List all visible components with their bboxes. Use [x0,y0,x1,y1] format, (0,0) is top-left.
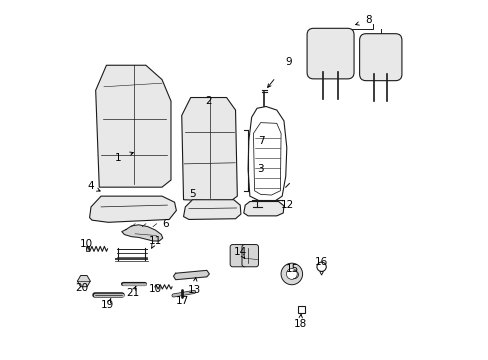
Text: 1: 1 [115,153,122,163]
Polygon shape [96,65,171,187]
Text: 12: 12 [280,200,294,210]
Polygon shape [122,225,163,241]
FancyBboxPatch shape [359,34,401,81]
Text: 17: 17 [176,296,189,306]
FancyBboxPatch shape [230,244,246,267]
Text: 15: 15 [285,264,299,274]
Text: 18: 18 [293,319,306,329]
Bar [297,306,304,314]
Text: 13: 13 [187,285,201,296]
FancyBboxPatch shape [306,28,353,79]
Polygon shape [183,200,241,220]
Text: 5: 5 [189,189,195,199]
Text: 3: 3 [257,164,264,174]
Text: 11: 11 [149,236,162,246]
FancyBboxPatch shape [242,244,258,267]
Circle shape [286,269,297,279]
Bar [86,246,89,251]
Text: 20: 20 [75,283,88,293]
Text: 9: 9 [285,57,291,67]
Circle shape [281,263,302,285]
Polygon shape [182,98,237,202]
Text: 10: 10 [79,239,92,249]
Polygon shape [173,270,209,280]
Polygon shape [77,275,90,287]
Text: 21: 21 [126,288,139,298]
Text: 4: 4 [87,181,93,192]
Text: 6: 6 [162,219,168,229]
Text: 8: 8 [364,15,371,26]
Text: 7: 7 [258,136,264,145]
Polygon shape [244,202,284,216]
Text: 16: 16 [314,257,327,267]
Text: 2: 2 [205,96,211,106]
Text: 14: 14 [233,247,246,257]
Text: 10: 10 [149,284,162,294]
Polygon shape [89,196,176,222]
Text: 19: 19 [101,300,114,310]
